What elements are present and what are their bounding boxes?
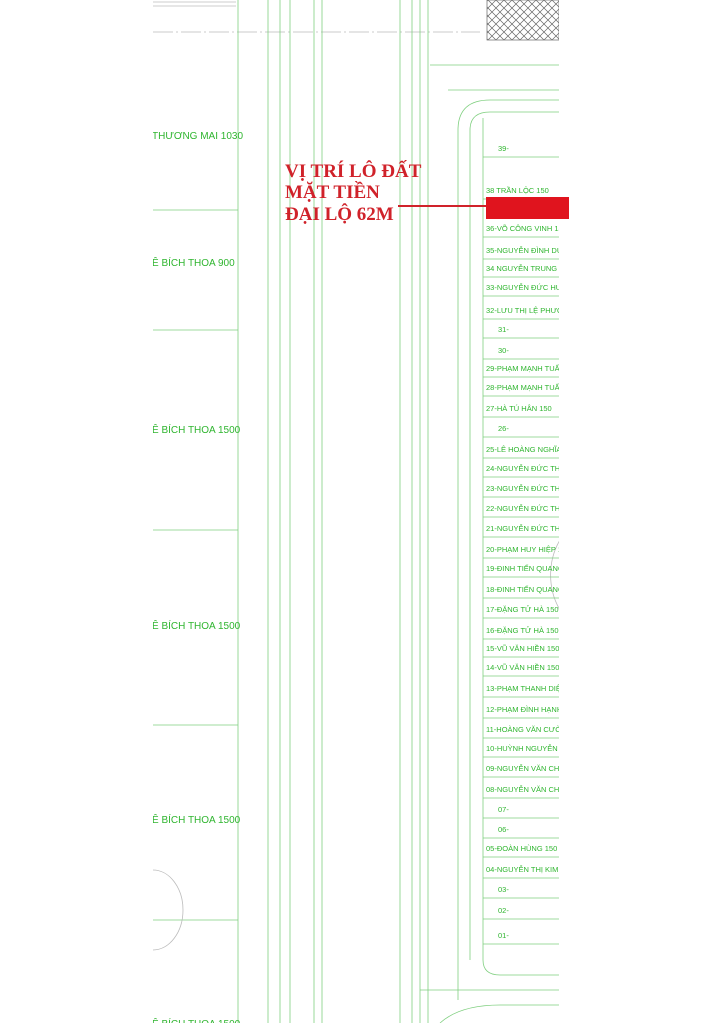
- lot-label: 16-ĐẶNG TỬ HÀ 150: [486, 626, 559, 635]
- highlighted-lot: [486, 197, 569, 219]
- lot-label: 27-HÀ TÚ HÂN 150: [486, 404, 552, 413]
- block-label: THƯƠNG MAI 1030: [152, 131, 243, 142]
- lot-label: 04-NGUYỄN THỊ KIM L: [486, 865, 565, 874]
- block-label: Ê BÍCH THOA 1500: [152, 1017, 241, 1023]
- lot-label: 02-: [498, 906, 509, 915]
- lot-label: 29-PHẠM MẠNH TUẤN: [486, 363, 565, 373]
- annotation: MẶT TIỀN: [285, 181, 380, 203]
- lot-label: 09-NGUYỄN VĂN CHIE: [486, 764, 566, 773]
- block-label: Ê BÍCH THOA 900: [152, 256, 235, 269]
- lot-label: 17-ĐẶNG TỬ HÀ 150: [486, 605, 559, 614]
- lot-label: 35-NGUYỄN ĐÌNH DU: [486, 246, 562, 255]
- lot-label: 01-: [498, 931, 509, 940]
- lot-label: 32-LƯU THỊ LỆ PHƯƠN: [486, 306, 569, 315]
- lot-label: 36-VÕ CÔNG VINH 15: [486, 224, 563, 233]
- lot-label: 30-: [498, 346, 509, 355]
- lot-label: 08-NGUYỄN VĂN CHIE: [486, 785, 566, 794]
- lot-label: 06-: [498, 825, 509, 834]
- annotation: VỊ TRÍ LÔ ĐẤT: [285, 160, 422, 182]
- lot-label: 07-: [498, 805, 509, 814]
- lot-label: 26-: [498, 424, 509, 433]
- lot-label: 20-PHẠM HUY HIỆP 1: [486, 545, 562, 554]
- block-label: Ê BÍCH THOA 1500: [152, 813, 241, 826]
- lot-label: 15-VŨ VĂN HIỀN 150: [486, 643, 559, 653]
- lot-label: 31-: [498, 325, 509, 334]
- lot-label: 11-HOÀNG VĂN CƯỜN: [486, 725, 567, 734]
- lot-label: 28-PHẠM MẠNH TUẤN: [486, 382, 565, 392]
- lot-label: 22-NGUYỄN ĐỨC THA: [486, 504, 565, 513]
- lot-label: 13-PHẠM THANH DIỆU: [486, 684, 566, 693]
- lot-label: 39-: [498, 144, 509, 153]
- lot-label: 19-ĐINH TIẾN QUANG: [486, 563, 564, 573]
- annotation: ĐẠI LỘ 62M: [285, 203, 394, 225]
- lot-label: 33-NGUYỄN ĐỨC HU: [486, 283, 561, 292]
- lot-label: 12-PHẠM ĐÌNH HẠNH 1: [486, 705, 569, 714]
- lot-label: 14-VŨ VĂN HIỀN 150: [486, 662, 559, 672]
- lot-label: 03-: [498, 885, 509, 894]
- lot-label: 05-ĐOÀN HÙNG 150: [486, 844, 557, 853]
- block-label: Ê BÍCH THOA 1500: [152, 619, 241, 632]
- lot-label: 24-NGUYỄN ĐỨC THA: [486, 464, 565, 473]
- block-label: Ê BÍCH THOA 1500: [152, 423, 241, 436]
- lot-label: 18-ĐINH TIẾN QUANG: [486, 584, 564, 594]
- lot-label: 10-HUỲNH NGUYỄN K: [486, 744, 565, 753]
- lot-label: 34 NGUYỄN TRUNG K: [486, 264, 564, 273]
- lot-label: 25-LÊ HOÀNG NGHĨA: [486, 445, 561, 454]
- lot-label: 21-NGUYỄN ĐỨC THA: [486, 524, 565, 533]
- lot-label: 23-NGUYỄN ĐỨC THA: [486, 484, 565, 493]
- lot-label: 38 TRẦN LỘC 150: [486, 185, 549, 195]
- drawing: 39- 38 TRẦN LỘC 150 36-VÕ CÔNG VINH 15 35-N…: [152, 0, 569, 1023]
